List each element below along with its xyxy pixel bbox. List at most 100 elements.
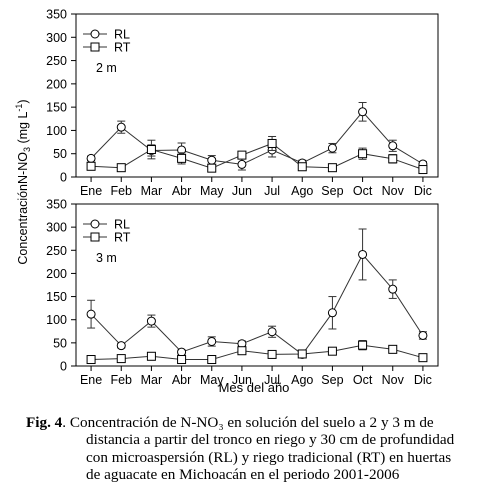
legend-label: RL: [114, 28, 130, 42]
y-tick-label: 200: [46, 267, 67, 281]
caption-line: distancia a partir del tronco en riego y…: [86, 431, 455, 449]
legend-marker: [90, 42, 100, 52]
plot-frame: [75, 13, 439, 178]
figure: ConcentraciónN-NO3 (mg L-1) 0 50 100 150 200…: [14, 8, 439, 395]
y-tick-label: 300: [46, 221, 67, 235]
x-tick-label: Nov: [382, 184, 405, 198]
data-point: [146, 351, 156, 361]
x-tick-label: May: [200, 184, 224, 198]
series-line: [91, 142, 424, 170]
y-tick-label: 150: [46, 101, 67, 115]
data-point: [146, 316, 156, 326]
data-point: [207, 155, 217, 165]
chart-panel-bottom: 0 50 100 150 200 250 300 350 Ene Feb Mar Abr May Jun J…: [46, 198, 439, 387]
series-line: [90, 111, 424, 165]
legend-marker: [90, 29, 100, 39]
x-tick-label: Mar: [141, 184, 163, 198]
data-point: [418, 165, 428, 175]
data-point: [86, 309, 96, 319]
series-rl: [86, 101, 428, 171]
data-point: [267, 327, 277, 337]
data-point: [267, 349, 277, 359]
x-tick-label: Ene: [80, 184, 102, 198]
x-axis-label: Mes del año: [219, 380, 290, 395]
x-tick-label: Oct: [353, 184, 373, 198]
y-tick-label: 250: [46, 244, 67, 258]
y-tick-label: 250: [46, 54, 67, 68]
data-point: [327, 346, 337, 356]
data-point: [86, 161, 96, 171]
x-tick-label: Mar: [141, 373, 163, 387]
y-tick-label: 100: [46, 313, 67, 327]
x-tick-label: Jun: [232, 373, 252, 387]
x-tick-label: Feb: [110, 373, 132, 387]
caption-line: con microaspersión (RL) y riego tradicio…: [86, 448, 452, 466]
legend-label: RT: [114, 41, 131, 55]
data-point: [177, 153, 187, 163]
plot-frame: [75, 203, 439, 367]
x-tick-label: Abr: [172, 184, 191, 198]
caption-label: Fig. 4: [26, 414, 63, 431]
y-tick-label: 100: [46, 124, 67, 138]
legend-marker: [90, 232, 100, 242]
y-tick-label: 50: [53, 147, 67, 161]
caption-text: . Concentración de N-NO₃ en solución del…: [62, 414, 434, 431]
y-tick-label: 50: [53, 336, 67, 350]
data-point: [388, 154, 398, 164]
data-point: [267, 138, 277, 148]
legend-marker: [90, 219, 100, 229]
caption-line: de aguacate en Michoacán en el periodo 2…: [86, 466, 400, 484]
data-point: [297, 162, 307, 172]
x-tick-label: Feb: [110, 184, 132, 198]
data-point: [327, 163, 337, 173]
data-point: [177, 355, 187, 365]
data-point: [358, 107, 368, 117]
y-tick-label: 300: [46, 31, 67, 45]
data-point: [418, 353, 428, 363]
x-tick-label: Jul: [264, 184, 280, 198]
x-tick-label: Dic: [414, 184, 432, 198]
series-rl: [86, 228, 428, 359]
x-tick-label: Oct: [353, 373, 373, 387]
x-tick-label: Dic: [414, 373, 432, 387]
data-point: [388, 344, 398, 354]
data-point: [207, 163, 217, 173]
data-point: [297, 349, 307, 359]
data-point: [86, 153, 96, 163]
y-tick-label: 0: [60, 171, 67, 185]
figure-caption: Fig. 4. Concentración de N-NO₃ en soluci…: [26, 414, 478, 484]
x-tick-label: Nov: [382, 373, 405, 387]
data-point: [237, 346, 247, 356]
x-tick-label: Abr: [172, 373, 191, 387]
data-point: [358, 249, 368, 259]
data-point: [237, 159, 247, 169]
x-tick-label: Sep: [321, 373, 343, 387]
y-tick-label: 350: [46, 8, 67, 22]
series-line: [90, 253, 424, 356]
data-point: [327, 143, 337, 153]
chart-panel-top: 0 50 100 150 200 250 300 350 Ene Feb Mar Abr May Jun J…: [46, 8, 439, 198]
panel-annotation: 3 m: [96, 251, 117, 265]
x-tick-label: Jul: [264, 373, 280, 387]
y-tick-label: 350: [46, 198, 67, 212]
caption-line: Fig. 4. Concentración de N-NO₃ en soluci…: [26, 414, 478, 431]
x-tick-label: Ene: [80, 373, 102, 387]
data-point: [358, 149, 368, 159]
x-tick-label: May: [200, 373, 224, 387]
y-tick-label: 0: [60, 360, 67, 374]
x-tick-label: Ago: [291, 184, 313, 198]
data-point: [207, 336, 217, 346]
panel-annotation: 2 m: [96, 61, 117, 75]
data-point: [237, 150, 247, 160]
series-rt: [86, 340, 428, 365]
data-point: [207, 355, 217, 365]
x-tick-label: Jun: [232, 184, 252, 198]
data-point: [116, 122, 126, 132]
data-point: [418, 330, 428, 340]
data-point: [327, 308, 337, 318]
x-tick-label: Ago: [291, 373, 313, 387]
data-point: [116, 354, 126, 364]
y-tick-label: 200: [46, 77, 67, 91]
